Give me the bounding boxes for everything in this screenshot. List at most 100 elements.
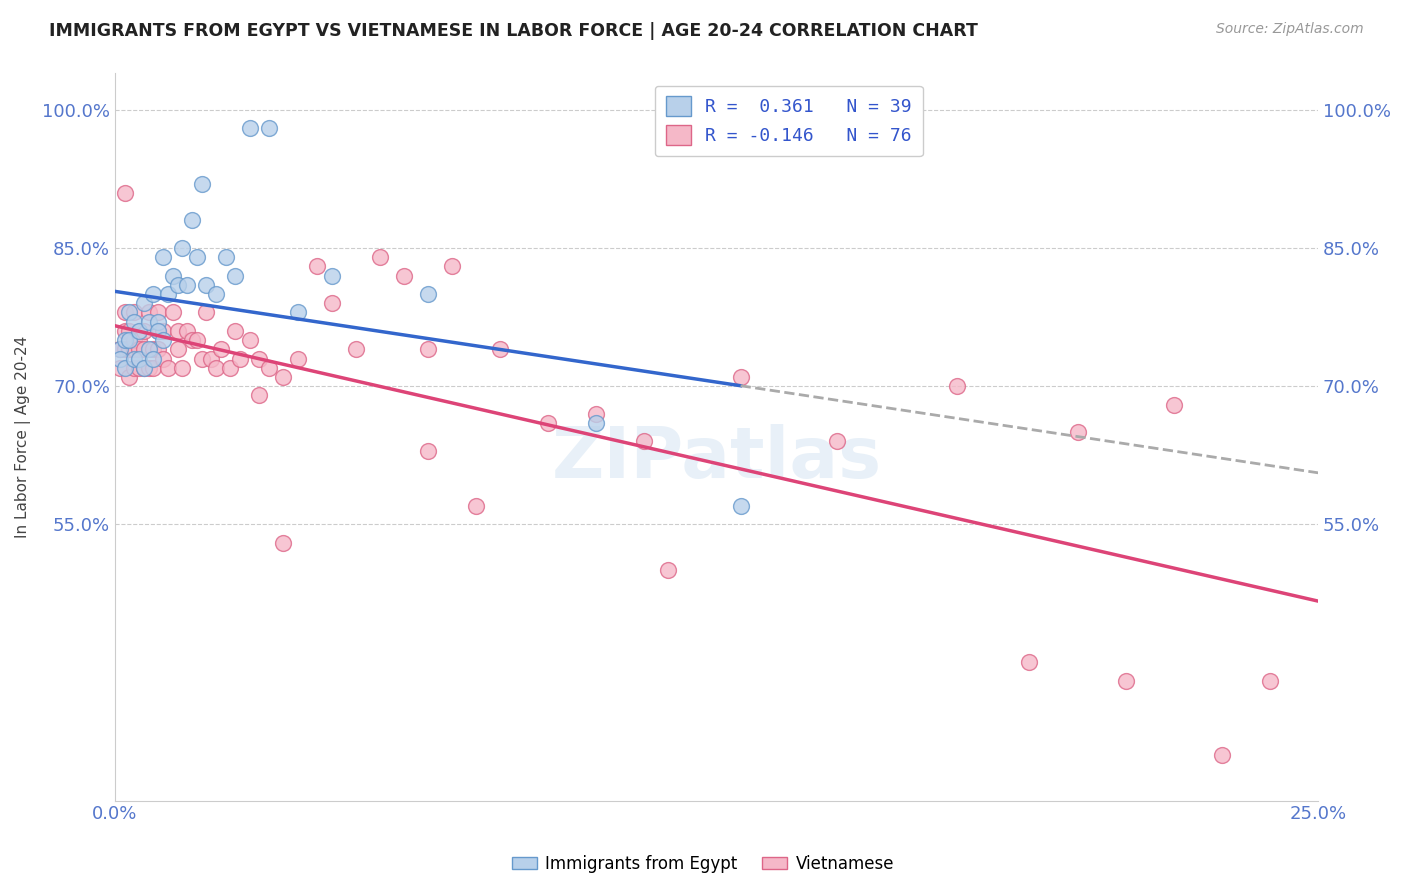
Point (114, 333, 136, 347)
Point (108, 343, 131, 357)
Point (108, 343, 131, 357)
Point (181, 213, 204, 227)
Text: ZIPatlas: ZIPatlas (551, 424, 882, 493)
Point (142, 343, 165, 357)
Point (368, 250, 391, 264)
Point (162, 305, 184, 319)
Point (200, 351, 222, 366)
Point (152, 333, 174, 347)
Point (148, 305, 170, 319)
Point (118, 324, 141, 338)
Point (946, 379, 969, 393)
Point (209, 343, 232, 357)
Point (172, 360, 194, 375)
Point (224, 324, 246, 338)
Point (118, 333, 141, 347)
Point (287, 351, 309, 366)
Point (307, 260, 329, 274)
Point (190, 351, 212, 366)
Point (172, 241, 194, 255)
Point (108, 351, 131, 366)
Point (224, 268, 246, 283)
Point (219, 360, 242, 375)
Point (138, 360, 160, 375)
Point (142, 287, 165, 301)
Point (1018, 656, 1040, 670)
Point (585, 416, 607, 430)
Point (392, 268, 415, 283)
Point (114, 343, 136, 357)
Point (585, 407, 607, 421)
Point (156, 287, 179, 301)
Point (416, 343, 439, 357)
Point (416, 443, 439, 458)
Point (132, 360, 155, 375)
Point (1066, 425, 1088, 440)
Point (122, 360, 145, 375)
Point (132, 324, 155, 338)
Point (176, 324, 198, 338)
Point (1211, 747, 1233, 762)
Point (138, 343, 160, 357)
Point (128, 343, 150, 357)
Point (122, 315, 145, 329)
Point (239, 121, 262, 136)
Point (166, 324, 188, 338)
Point (229, 351, 252, 366)
Point (138, 315, 160, 329)
Point (633, 434, 655, 449)
Point (152, 250, 174, 264)
Point (132, 343, 155, 357)
Point (114, 360, 136, 375)
Point (1115, 673, 1137, 688)
Point (825, 434, 848, 449)
Point (118, 305, 141, 319)
Point (205, 287, 228, 301)
Point (657, 563, 679, 577)
Point (181, 333, 204, 347)
Point (118, 370, 141, 384)
Point (114, 186, 136, 200)
Point (321, 296, 343, 310)
Point (166, 277, 188, 292)
Point (118, 343, 141, 357)
Point (186, 250, 208, 264)
Point (132, 360, 155, 375)
Point (321, 268, 343, 283)
Text: IMMIGRANTS FROM EGYPT VS VIETNAMESE IN LABOR FORCE | AGE 20-24 CORRELATION CHART: IMMIGRANTS FROM EGYPT VS VIETNAMESE IN L… (49, 22, 979, 40)
Point (128, 360, 150, 375)
Point (162, 268, 184, 283)
Point (108, 343, 131, 357)
Point (416, 287, 439, 301)
Point (152, 351, 174, 366)
Y-axis label: In Labor Force | Age 20-24: In Labor Force | Age 20-24 (15, 335, 31, 538)
Point (142, 360, 165, 375)
Point (186, 333, 208, 347)
Point (128, 324, 150, 338)
Point (464, 499, 486, 513)
Point (273, 370, 295, 384)
Point (152, 324, 174, 338)
Point (1258, 673, 1281, 688)
Point (128, 333, 150, 347)
Point (118, 343, 141, 357)
Point (247, 388, 270, 402)
Point (257, 121, 280, 136)
Point (215, 250, 238, 264)
Point (108, 360, 131, 375)
Point (148, 324, 170, 338)
Point (190, 177, 212, 191)
Point (195, 305, 218, 319)
Point (148, 343, 170, 357)
Point (114, 324, 136, 338)
Point (257, 360, 280, 375)
Text: Source: ZipAtlas.com: Source: ZipAtlas.com (1216, 22, 1364, 37)
Point (287, 305, 309, 319)
Point (122, 351, 145, 366)
Legend: R =  0.361   N = 39, R = -0.146   N = 76: R = 0.361 N = 39, R = -0.146 N = 76 (655, 86, 922, 156)
Point (142, 351, 165, 366)
Point (195, 277, 218, 292)
Point (122, 343, 145, 357)
Point (344, 343, 367, 357)
Point (148, 315, 170, 329)
